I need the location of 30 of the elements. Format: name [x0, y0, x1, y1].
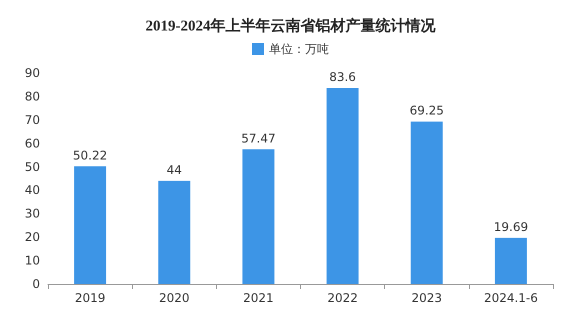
- y-tick-label: 90: [24, 66, 40, 80]
- y-tick-label: 0: [32, 277, 40, 291]
- bar: [410, 122, 443, 284]
- chart-title: 2019-2024年上半年云南省铝材产量统计情况: [146, 18, 436, 34]
- data-label: 57.47: [241, 131, 276, 146]
- x-tick-label: 2021: [243, 291, 274, 305]
- y-tick-label: 10: [24, 254, 40, 268]
- y-tick-label: 30: [24, 206, 40, 221]
- data-label: 44: [166, 162, 182, 177]
- x-tick-label: 2020: [158, 291, 190, 305]
- x-tick-label: 2022: [327, 291, 358, 305]
- data-label: 19.69: [494, 220, 528, 234]
- x-tick-label: 2024.1-6: [484, 291, 538, 305]
- data-label: 83.6: [329, 70, 356, 84]
- bar: [242, 149, 274, 284]
- y-tick-label: 50: [24, 160, 40, 174]
- bar: [494, 238, 527, 284]
- bar: [158, 180, 190, 284]
- y-tick-label: 80: [24, 89, 40, 104]
- y-tick-label: 60: [24, 136, 40, 150]
- data-label: 50.22: [72, 148, 108, 162]
- data-label: 69.25: [410, 104, 444, 118]
- x-tick-label: 2019: [74, 291, 106, 305]
- bar: [326, 88, 359, 284]
- bar: [74, 166, 106, 284]
- y-tick-label: 20: [24, 230, 40, 244]
- legend-label: 单位：万吨: [269, 42, 329, 56]
- x-tick-label: 2023: [411, 291, 442, 305]
- y-tick-label: 70: [24, 112, 40, 127]
- y-tick-label: 40: [24, 183, 40, 198]
